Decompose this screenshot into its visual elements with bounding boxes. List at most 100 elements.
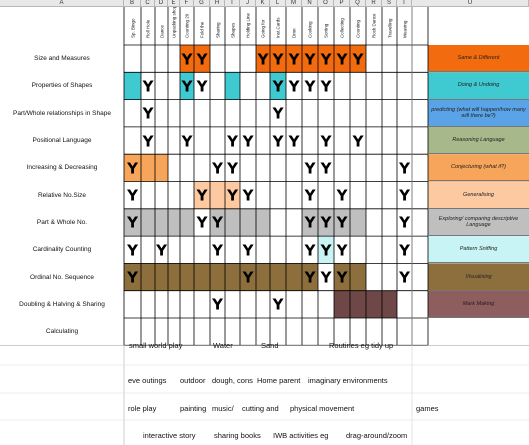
resource-music[interactable]: music/	[212, 404, 234, 413]
activity-header: Counting	[350, 7, 366, 45]
resource-home-parent[interactable]: Home parent	[257, 376, 301, 385]
column-header-l[interactable]: L	[270, 0, 286, 7]
legend-item: Conjecturing (what if?)	[428, 154, 529, 182]
resource-small-world[interactable]: small world play	[129, 341, 183, 350]
column-header-g[interactable]: G	[194, 0, 210, 7]
column-header-q[interactable]: Q	[350, 0, 366, 7]
legend-swatch	[428, 154, 529, 182]
y-mark: Y	[181, 50, 193, 69]
resource-outdoor[interactable]: outdoor	[180, 376, 206, 385]
column-header-c[interactable]: C	[141, 0, 155, 7]
y-mark: Y	[196, 186, 208, 205]
y-mark: Y	[304, 159, 316, 178]
column-header-u[interactable]: U	[412, 0, 529, 7]
row-label: Part & Whole No.	[36, 218, 88, 226]
y-mark: Y	[196, 50, 208, 69]
activity-header: Dance	[155, 7, 168, 45]
legend-swatch	[428, 208, 529, 237]
resource-routines[interactable]: Routines eg tidy up	[329, 341, 394, 350]
y-mark: Y	[272, 295, 284, 314]
column-header-p[interactable]: P	[334, 0, 350, 7]
activity-header-label: Dmn	[291, 28, 297, 38]
resource-imaginary[interactable]: imaginary environments	[308, 376, 388, 385]
y-mark: Y	[257, 50, 269, 69]
activity-header-label: Going for	[260, 19, 266, 38]
resource-games[interactable]: games	[416, 404, 439, 413]
cell-fill	[124, 72, 141, 100]
legend-item: Visualising	[428, 263, 529, 291]
column-header-r[interactable]: R	[366, 0, 382, 7]
row-label: Properties of Shapes	[31, 82, 93, 90]
resource-role-play[interactable]: role play	[128, 404, 157, 413]
resource-interactive-story[interactable]: interactive story	[143, 431, 196, 440]
resource-physical-movement[interactable]: physical movement	[290, 404, 355, 413]
resource-water[interactable]: Water	[213, 341, 233, 350]
column-header-j[interactable]: J	[240, 0, 256, 7]
activity-header: Fold the	[194, 7, 210, 45]
column-header-f[interactable]: F	[180, 0, 194, 7]
resource-outings[interactable]: eve outings	[128, 376, 167, 385]
y-mark: Y	[288, 50, 300, 69]
y-mark: Y	[399, 241, 410, 260]
y-mark: Y	[242, 132, 254, 151]
y-mark: Y	[320, 132, 332, 151]
y-mark: Y	[272, 77, 284, 96]
resource-painting[interactable]: painting	[180, 404, 207, 413]
cell-fill	[256, 263, 318, 291]
cell-fill	[155, 154, 168, 182]
y-mark: Y	[336, 50, 348, 69]
column-header-m[interactable]: M	[286, 0, 302, 7]
y-mark: Y	[272, 132, 284, 151]
cell-fill	[334, 290, 397, 318]
column-header-k[interactable]: K	[256, 0, 270, 7]
activity-header: Sharing	[210, 7, 225, 45]
y-mark: Y	[399, 186, 410, 205]
activity-header: Going for	[256, 7, 270, 45]
activity-header-label: Inst.Cards	[275, 17, 281, 38]
y-mark: Y	[320, 50, 332, 69]
column-header-e[interactable]: E	[168, 0, 180, 7]
legend-swatch	[428, 181, 529, 209]
y-mark: Y	[127, 213, 138, 232]
y-mark: Y	[399, 268, 410, 287]
legend-swatch	[428, 99, 529, 127]
y-mark: Y	[227, 186, 238, 205]
column-header-t[interactable]: T	[397, 0, 412, 7]
column-header-d[interactable]: D	[155, 0, 168, 7]
legend-item: Mark Making	[428, 291, 529, 318]
activity-header-label: Cooking	[307, 21, 313, 38]
cell-fill	[180, 45, 210, 73]
activity-header: Counting 20	[180, 7, 194, 45]
activity-header: Inst.Cards	[270, 7, 286, 45]
legend-item: predicting (what will happen/how many wi…	[428, 100, 529, 127]
activity-header-label: Roll Hole	[145, 19, 151, 38]
column-header-n[interactable]: N	[302, 0, 318, 7]
legend-swatch	[428, 72, 529, 100]
activity-header-label: Counting	[355, 19, 361, 38]
activity-header: Collecting	[334, 7, 350, 45]
legend-swatch	[428, 45, 529, 73]
column-header-b[interactable]: B	[124, 0, 141, 7]
resource-dough[interactable]: dough, cons	[212, 376, 253, 385]
resource-sand[interactable]: Sand	[261, 341, 279, 350]
y-mark: Y	[196, 213, 208, 232]
y-mark: Y	[304, 268, 316, 287]
row-label: Part/Whole relationships in Shape	[13, 109, 111, 117]
column-header-h[interactable]: H	[210, 0, 225, 7]
y-mark: Y	[212, 295, 223, 314]
y-mark: Y	[212, 213, 223, 232]
resource-drag-around[interactable]: drag-around/zoom	[346, 431, 408, 440]
column-header-o[interactable]: O	[318, 0, 334, 7]
resource-sharing-books[interactable]: sharing books	[214, 431, 261, 440]
y-mark: Y	[399, 213, 410, 232]
column-header-a[interactable]: A	[0, 0, 124, 7]
resource-iwb[interactable]: IWB activities eg	[273, 431, 329, 440]
activity-header: Dmn	[286, 7, 302, 45]
resource-cutting[interactable]: cutting and	[242, 404, 279, 413]
y-mark: Y	[242, 186, 254, 205]
cell-fill	[240, 263, 256, 291]
y-mark: Y	[196, 77, 208, 96]
y-mark: Y	[304, 213, 316, 232]
column-header-i[interactable]: I	[225, 0, 240, 7]
column-header-s[interactable]: S	[382, 0, 397, 7]
